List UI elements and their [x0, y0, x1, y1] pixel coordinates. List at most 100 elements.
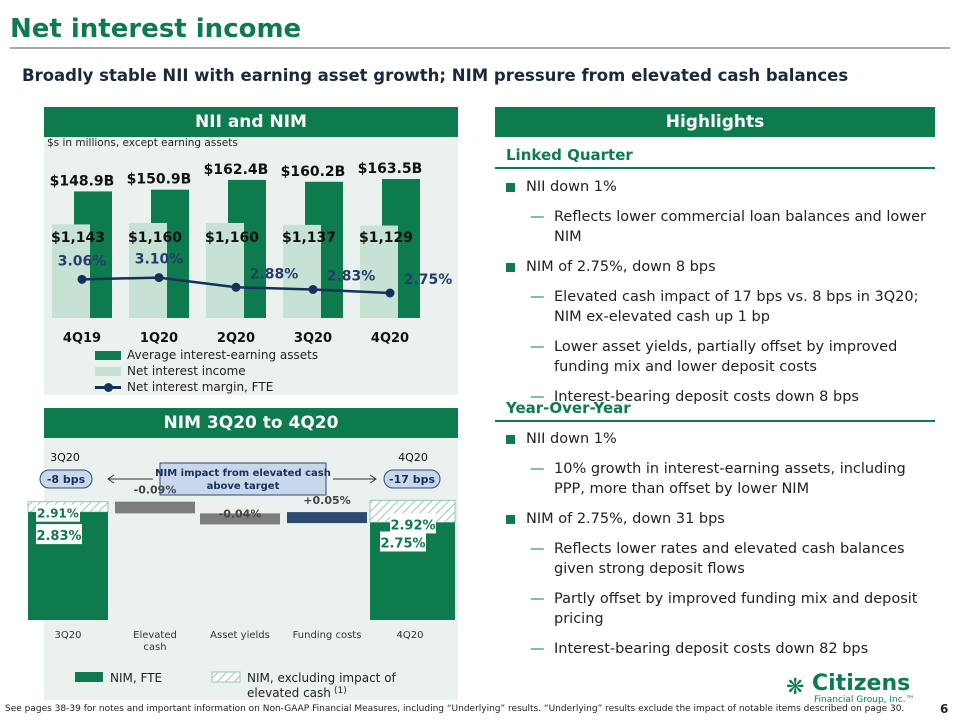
- sub-bullet-nim-yoy-2: Partly offset by improved funding mix an…: [506, 589, 926, 629]
- callout-arrowhead-left: [107, 474, 115, 484]
- assets-value-label: $163.5B: [358, 161, 423, 177]
- nim-value-label: 3.10%: [135, 252, 184, 268]
- assets-value-label: $148.9B: [50, 173, 115, 189]
- nii-value-label: $1,143: [51, 230, 105, 246]
- year-over-year-bullets: NII down 1% 10% growth in interest-earni…: [506, 429, 926, 669]
- sub-bullet-nii-yoy-1: 10% growth in interest-earning assets, i…: [506, 459, 926, 499]
- category-tick-label: 4Q19: [63, 331, 101, 346]
- right-callout-pill: [383, 469, 441, 489]
- bullet-nim-lq: NIM of 2.75%, down 8 bps: [506, 257, 926, 277]
- category-tick-label: 3Q20: [55, 630, 82, 641]
- category-tick-label-cont: cash: [143, 642, 166, 653]
- nim-point: [385, 288, 395, 298]
- nim-value-label: 2.83%: [327, 268, 376, 284]
- logo-subtitle: Financial Group, Inc.™: [814, 695, 915, 705]
- nim-waterfall-chart: 3Q20 -8 bps 4Q20 -17 bps NIM impact from ele…: [27, 451, 456, 700]
- callout-text-line1: NIM impact from elevated cash: [155, 468, 331, 479]
- nim-value-label: 2.75%: [404, 272, 453, 288]
- category-tick-label: Elevated: [133, 630, 177, 641]
- nii-bar: [283, 224, 321, 318]
- linked-quarter-rule: [495, 167, 935, 169]
- category-tick-label: 3Q20: [294, 331, 332, 346]
- legend-note-nim-excl: (1): [334, 686, 347, 696]
- year-over-year-rule: [495, 420, 935, 422]
- callout-arrowhead-right: [369, 474, 377, 484]
- category-tick-label: Asset yields: [210, 630, 270, 641]
- waterfall-change-label: +0.05%: [303, 494, 350, 507]
- waterfall-change-label: -0.09%: [134, 484, 177, 497]
- nim-excl-label-3q20: 2.91%: [37, 507, 79, 521]
- nim-point: [231, 282, 241, 292]
- nim-excl-label-bg-3q20: [36, 504, 80, 522]
- category-tick-label: 4Q20: [371, 331, 409, 346]
- waterfall-change-bar: [287, 512, 367, 524]
- page-number: 6: [940, 702, 949, 716]
- waterfall-change-bar: [200, 513, 280, 525]
- linked-quarter-title: Linked Quarter: [506, 146, 633, 164]
- legend-label-assets: Average interest-earning assets: [127, 348, 319, 362]
- nii-value-label: $1,160: [128, 230, 182, 246]
- year-over-year-title: Year-Over-Year: [506, 399, 631, 417]
- category-tick-label: 2Q20: [217, 331, 255, 346]
- highlights-header: Highlights: [495, 107, 935, 137]
- sub-bullet-nim-lq-3: Interest-bearing deposit costs down 8 bp…: [506, 387, 926, 407]
- left-callout-value: -8 bps: [47, 473, 86, 486]
- right-callout-value: -17 bps: [389, 473, 435, 486]
- legend-swatch-nim-fte: [75, 672, 103, 682]
- nim-point: [77, 274, 87, 284]
- sub-bullet-nim-lq-1: Elevated cash impact of 17 bps vs. 8 bps…: [506, 287, 926, 327]
- legend-swatch-nim-excl: [211, 671, 241, 683]
- nii-value-label: $1,129: [359, 230, 413, 246]
- nii-value-label: $1,137: [282, 230, 336, 246]
- category-tick-label: 1Q20: [140, 331, 178, 346]
- footer-note: See pages 38-39 for notes and important …: [5, 704, 905, 714]
- assets-value-label: $160.2B: [281, 164, 346, 180]
- citizens-logo-icon: ❋: [786, 675, 805, 700]
- assets-value-label: $162.4B: [204, 162, 269, 178]
- legend-label-nim: Net interest margin, FTE: [127, 380, 274, 394]
- callout-text-line2: above target: [207, 481, 280, 492]
- nim-fte-label-bg-4q20: [380, 531, 426, 552]
- category-tick-label: Funding costs: [293, 630, 362, 641]
- legend-item-nii: Net interest income: [95, 363, 318, 379]
- category-tick-label: 4Q20: [397, 630, 424, 641]
- nii-value-label: $1,160: [205, 230, 259, 246]
- units-note: $s in millions, except earning assets: [47, 137, 238, 149]
- nim-excl-label-4q20: 2.92%: [390, 518, 435, 533]
- legend-swatch-nim: [95, 382, 121, 392]
- left-callout-pill: [39, 469, 93, 489]
- sub-bullet-nii-lq-1: Reflects lower commercial loan balances …: [506, 207, 926, 247]
- legend-label-nim-excl: NIM, excluding impact of: [247, 671, 397, 685]
- nii-bar: [129, 223, 167, 318]
- left-period-label: 3Q20: [50, 451, 80, 464]
- title-divider: [10, 47, 950, 49]
- sub-bullet-nim-lq-2: Lower asset yields, partially offset by …: [506, 337, 926, 377]
- nim-fte-label-3q20: 2.83%: [36, 529, 81, 544]
- nim-panel-header: NIM 3Q20 to 4Q20: [44, 408, 458, 438]
- linked-quarter-bullets: NII down 1% Reflects lower commercial lo…: [506, 177, 926, 417]
- legend-item-nim: Net interest margin, FTE: [95, 379, 318, 395]
- assets-value-label: $150.9B: [127, 172, 192, 188]
- waterfall-change-bar: [115, 501, 195, 514]
- page-subtitle: Broadly stable NII with earning asset gr…: [22, 66, 849, 85]
- page-title: Net interest income: [10, 14, 302, 44]
- nim-value-label: 2.88%: [250, 266, 299, 282]
- nim-fte-label-bg-3q20: [36, 524, 82, 545]
- legend-label-nii: Net interest income: [127, 364, 246, 378]
- nii-bar: [52, 224, 90, 318]
- sub-bullet-nim-yoy-3: Interest-bearing deposit costs down 82 b…: [506, 639, 926, 659]
- nii-bar: [360, 225, 398, 318]
- sub-bullet-nim-yoy-1: Reflects lower rates and elevated cash b…: [506, 539, 926, 579]
- nim-point: [308, 284, 318, 294]
- legend-label-nim-fte: NIM, FTE: [110, 671, 162, 685]
- nii-panel-header: NII and NIM: [44, 107, 458, 137]
- nii-legend: Average interest-earning assets Net inte…: [95, 347, 318, 395]
- nim-excl-label-bg-4q20: [390, 513, 436, 534]
- legend-swatch-nii: [95, 366, 121, 376]
- bullet-nii-lq: NII down 1%: [506, 177, 926, 197]
- legend-label-nim-excl-cont: elevated cash: [247, 686, 331, 700]
- legend-swatch-assets: [95, 350, 121, 360]
- nii-bar: [206, 223, 244, 318]
- citizens-logo: ❋ Citizens Financial Group, Inc.™: [786, 671, 916, 705]
- bullet-nim-yoy: NIM of 2.75%, down 31 bps: [506, 509, 926, 529]
